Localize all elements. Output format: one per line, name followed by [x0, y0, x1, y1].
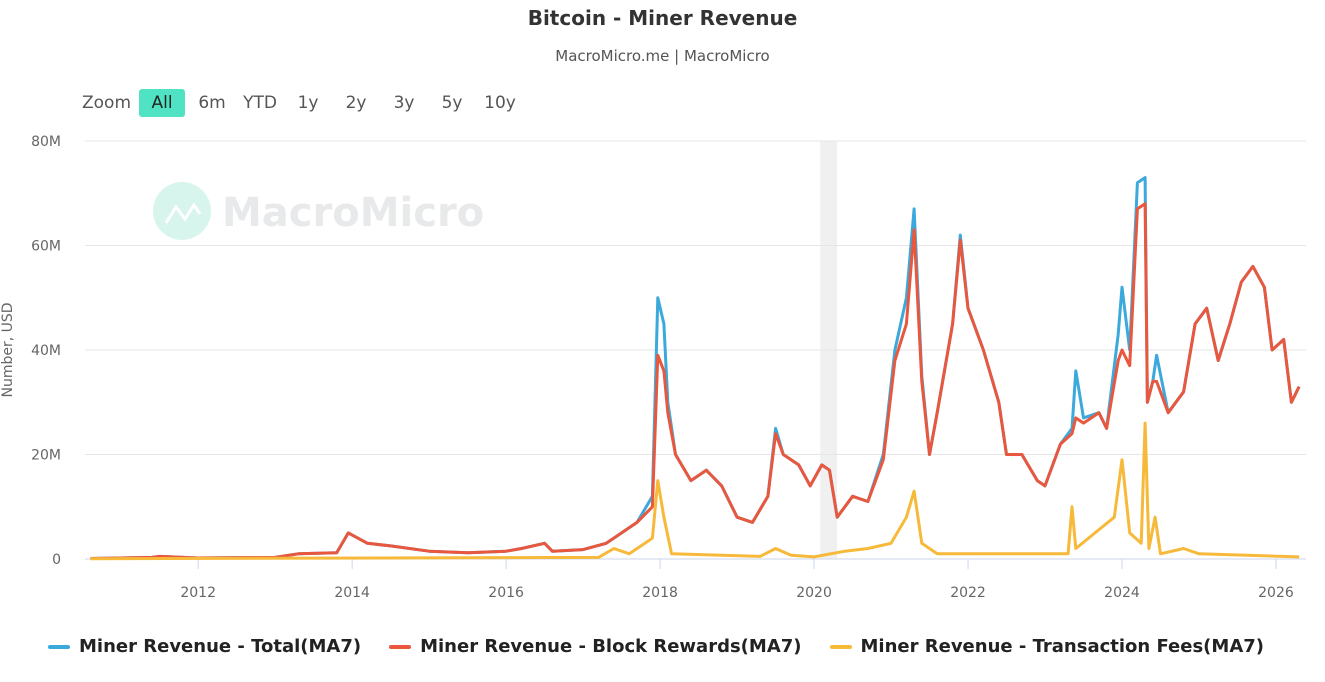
x-tick-label: 2020 [796, 585, 832, 601]
legend-item-total[interactable]: Miner Revenue - Total(MA7) [48, 636, 361, 657]
zoom-2y-button[interactable]: 2y [345, 93, 367, 113]
chart-subtitle: MacroMicro.me | MacroMicro [555, 47, 770, 65]
zoom-label: Zoom [82, 93, 132, 113]
legend-swatch-transaction-fees [829, 644, 852, 649]
x-tick-label: 2012 [180, 585, 216, 601]
series-transaction-fees-line [90, 421, 1300, 561]
series-block-rewards-line [90, 202, 1301, 560]
legend-item-block-rewards[interactable]: Miner Revenue - Block Rewards(MA7) [389, 636, 802, 657]
legend-swatch-block-rewards [389, 644, 412, 649]
zoom-3y-button[interactable]: 3y [393, 93, 415, 113]
y-tick-label: 60M [31, 239, 61, 255]
watermark-logo: MacroMicro [153, 182, 484, 240]
y-tick-label: 20M [31, 448, 61, 464]
zoom-1y-button[interactable]: 1y [297, 93, 319, 113]
legend-label: Miner Revenue - Total(MA7) [79, 636, 362, 657]
zoom-5y-button[interactable]: 5y [441, 93, 463, 113]
y-tick-label: 80M [31, 134, 61, 150]
x-tick-label: 2024 [1104, 585, 1140, 601]
x-tick-label: 2022 [950, 585, 986, 601]
zoom-10y-button[interactable]: 10y [484, 93, 516, 113]
x-tick-label: 2026 [1258, 585, 1294, 601]
zoom-6m-button[interactable]: 6m [198, 93, 226, 113]
y-tick-label: 0 [52, 552, 61, 568]
legend-label: Miner Revenue - Transaction Fees(MA7) [860, 636, 1265, 657]
legend-swatch-total [48, 644, 70, 649]
y-tick-label: 40M [31, 343, 61, 359]
zoom-ytd-button[interactable]: YTD [243, 93, 277, 113]
zoom-all-button[interactable]: All [139, 89, 186, 117]
watermark-text: MacroMicro [222, 190, 484, 236]
zoom-selector: Zoom All 6m YTD 1y 2y 3y 5y 10y [82, 89, 524, 117]
legend-label: Miner Revenue - Block Rewards(MA7) [420, 636, 802, 657]
x-tick-label: 2016 [488, 585, 524, 601]
legend: Miner Revenue - Total(MA7) Miner Revenue… [48, 636, 1292, 657]
legend-item-transaction-fees[interactable]: Miner Revenue - Transaction Fees(MA7) [829, 636, 1265, 657]
y-axis-label: Number, USD [0, 302, 16, 397]
x-tick-label: 2014 [334, 585, 370, 601]
x-tick-label: 2018 [642, 585, 678, 601]
chart-title: Bitcoin - Miner Revenue [527, 6, 798, 30]
